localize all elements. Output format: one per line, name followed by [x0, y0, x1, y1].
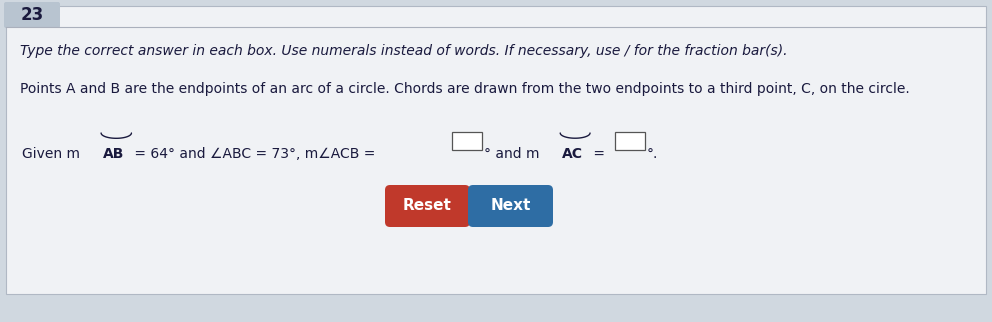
Text: Next: Next — [490, 198, 531, 213]
Text: Type the correct answer in each box. Use numerals instead of words. If necessary: Type the correct answer in each box. Use… — [20, 44, 788, 58]
FancyBboxPatch shape — [468, 185, 553, 227]
Text: ° and m: ° and m — [484, 147, 545, 161]
FancyBboxPatch shape — [615, 132, 645, 150]
Text: = 64° and ∠ABC = 73°, m∠ACB =: = 64° and ∠ABC = 73°, m∠ACB = — [130, 147, 380, 161]
FancyBboxPatch shape — [385, 185, 470, 227]
FancyBboxPatch shape — [452, 132, 482, 150]
FancyBboxPatch shape — [6, 6, 986, 294]
Text: Given m: Given m — [22, 147, 84, 161]
Text: 23: 23 — [21, 6, 44, 24]
Text: °.: °. — [647, 147, 659, 161]
Text: Points A and B are the endpoints of an arc of a circle. Chords are drawn from th: Points A and B are the endpoints of an a… — [20, 82, 910, 96]
Text: AC: AC — [561, 147, 582, 161]
Text: =: = — [588, 147, 609, 161]
Text: Reset: Reset — [403, 198, 452, 213]
FancyBboxPatch shape — [4, 2, 60, 28]
Text: AB: AB — [102, 147, 124, 161]
